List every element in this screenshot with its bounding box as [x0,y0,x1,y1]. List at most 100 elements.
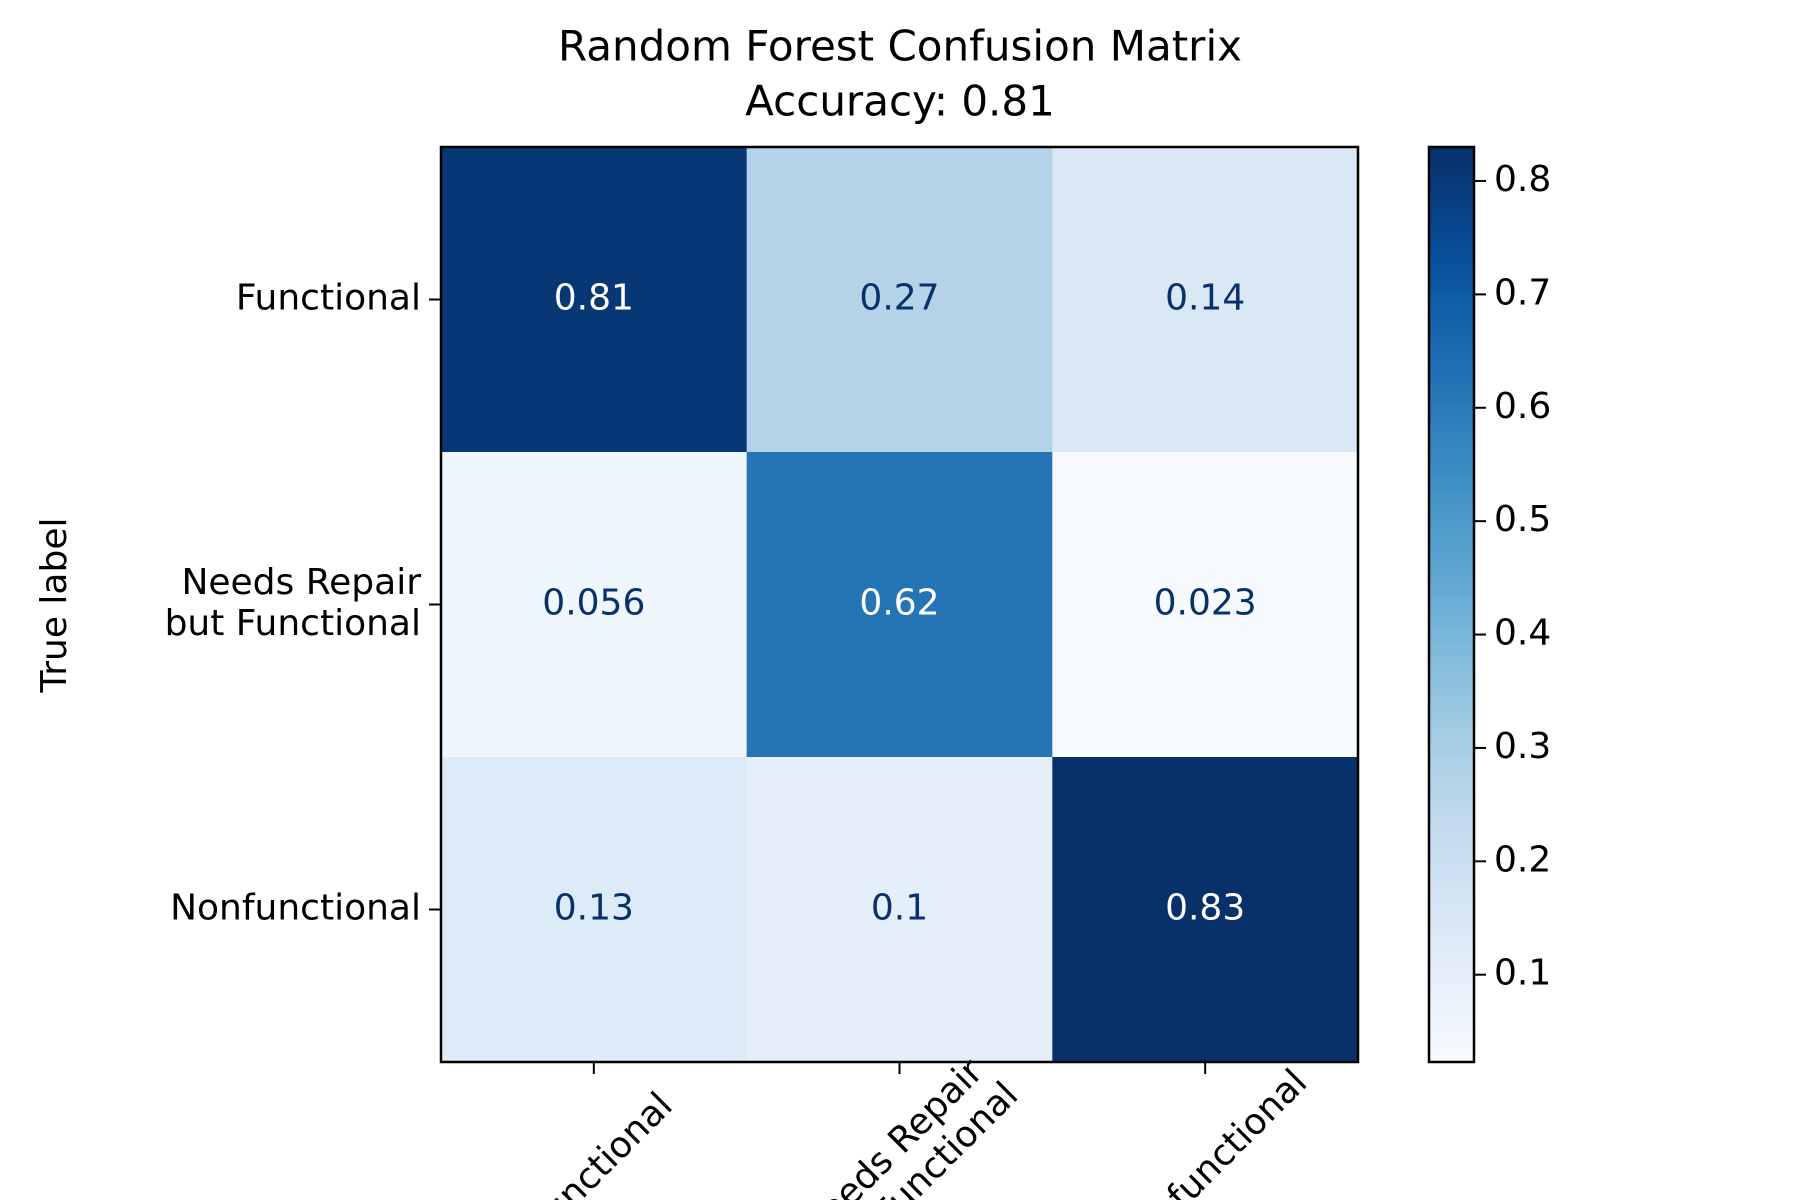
colorbar-segment [1429,654,1474,660]
cell-label: 0.83 [1165,888,1245,929]
colorbar-segment [1429,156,1474,162]
colorbar-segment [1429,265,1474,272]
colorbar-segment [1429,371,1474,377]
heatmap-cell [746,452,1053,758]
colorbar-segment [1429,792,1474,798]
colorbar-segment [1429,696,1474,702]
colorbar-segment [1429,247,1474,253]
colorbar-segment [1429,490,1474,496]
colorbar-segment [1429,352,1474,359]
colorbar-segment [1429,1039,1474,1045]
colorbar-segment [1429,705,1474,711]
colorbar-segment [1429,293,1474,299]
colorbar-segment [1429,494,1474,500]
colorbar-segment [1429,627,1474,633]
colorbar-segment [1429,938,1474,944]
colorbar-segment [1429,1052,1474,1059]
colorbar-segment [1429,348,1474,354]
colorbar-segment [1429,943,1474,949]
cell-label: 0.13 [554,888,634,929]
colorbar-segment [1429,1025,1474,1031]
colorbar-segment [1429,398,1474,404]
colorbar-segment [1429,412,1474,418]
colorbar-segment [1429,595,1474,601]
colorbar-segment [1429,846,1474,853]
colorbar-segment [1429,192,1474,198]
colorbar-segment [1429,147,1474,153]
colorbar-segment [1429,1043,1474,1049]
colorbar-segment [1429,975,1474,981]
colorbar-segment [1429,833,1474,839]
cell-label: 0.14 [1165,278,1245,319]
colorbar-segment [1429,728,1474,734]
colorbar-segment [1429,865,1474,871]
colorbar-segment [1429,773,1474,779]
colorbar-segment [1429,805,1474,811]
colorbar-segment [1429,394,1474,400]
colorbar-tick-label: 0.7 [1494,272,1551,313]
colorbar-segment [1429,952,1474,958]
colorbar-segment [1429,1002,1474,1008]
colorbar-segment [1429,288,1474,294]
colorbar-segment [1429,961,1474,967]
colorbar-segment [1429,517,1474,523]
colorbar-segment [1429,256,1474,262]
colorbar-segment [1429,673,1474,679]
colorbar-segment [1429,947,1474,953]
colorbar-segment [1429,1034,1474,1040]
colorbar-segment [1429,563,1474,569]
heatmap-cell [1052,147,1359,453]
colorbar-segment [1429,970,1474,976]
colorbar-segment [1429,183,1474,189]
colorbar-segment [1429,229,1474,235]
colorbar-segment [1429,421,1474,427]
colorbar-segment [1429,416,1474,423]
colorbar-segment [1429,801,1474,807]
colorbar-segment [1429,892,1474,898]
colorbar-segment [1429,663,1474,670]
colorbar-segment [1429,682,1474,688]
colorbar-segment [1429,641,1474,647]
cell-label: 0.1 [871,888,928,929]
colorbar-segment [1429,911,1474,917]
colorbar-segment [1429,714,1474,720]
colorbar-segment [1429,1057,1474,1063]
colorbar-tick-label: 0.5 [1494,499,1551,540]
colorbar-segment [1429,874,1474,880]
colorbar-segment [1429,535,1474,542]
heatmap-cell [1052,452,1359,758]
colorbar-segment [1429,924,1474,930]
colorbar-segment [1429,686,1474,693]
colorbar-segment [1429,572,1474,578]
colorbar-segment [1429,837,1474,843]
colorbar-segment [1429,645,1474,651]
colorbar-segment [1429,201,1474,208]
chart-subtitle: Accuracy: 0.81 [745,77,1055,126]
colorbar-segment [1429,467,1474,473]
heatmap-cell [441,757,748,1063]
colorbar-segment [1429,604,1474,610]
colorbar-segment [1429,252,1474,258]
colorbar-segment [1429,750,1474,757]
cell-label: 0.056 [542,583,645,624]
colorbar-segment [1429,577,1474,583]
colorbar-segment [1429,581,1474,587]
colorbar-segment [1429,531,1474,537]
colorbar-segment [1429,462,1474,468]
colorbar-segment [1429,691,1474,697]
colorbar-segment [1429,997,1474,1004]
cell-label: 0.81 [554,278,634,319]
colorbar-segment [1429,897,1474,903]
colorbar-segment [1429,769,1474,775]
cell-label: 0.62 [859,583,939,624]
colorbar-segment [1429,631,1474,638]
colorbar-segment [1429,856,1474,862]
colorbar-segment [1429,545,1474,551]
colorbar-segment [1429,179,1474,185]
colorbar-segment [1429,384,1474,391]
colorbar-frame [1427,145,1476,1064]
colorbar-segment [1429,636,1474,642]
colorbar-segment [1429,993,1474,999]
colorbar-segment [1429,622,1474,628]
